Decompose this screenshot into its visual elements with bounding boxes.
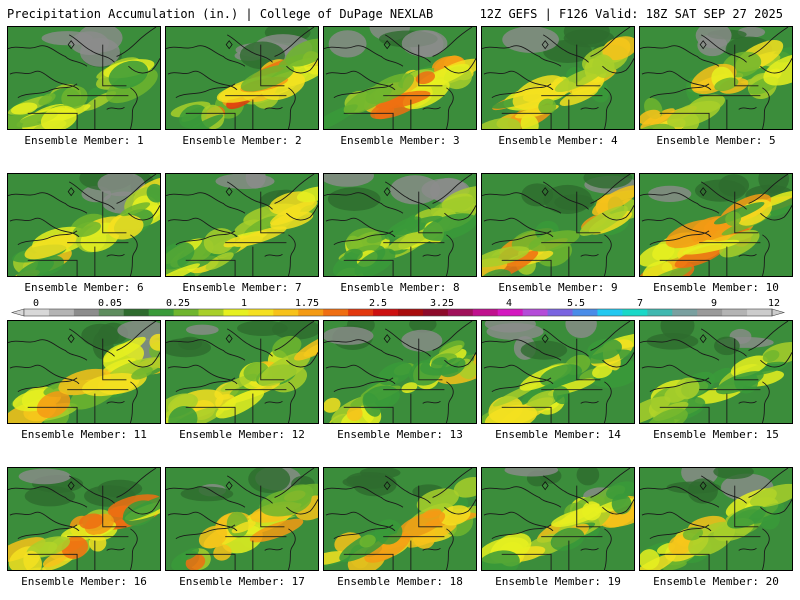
ensemble-member-map bbox=[165, 26, 319, 130]
colorbar-tick-label: 4 bbox=[506, 298, 512, 309]
colorbar-min-arrow bbox=[10, 308, 25, 317]
colorbar-swatch bbox=[522, 309, 548, 316]
ensemble-member-map bbox=[323, 467, 477, 571]
colorbar-tick-label: 1.75 bbox=[295, 298, 319, 309]
ensemble-member-map bbox=[165, 320, 319, 424]
colorbar-swatch bbox=[24, 309, 50, 316]
colorbar-swatch bbox=[722, 309, 748, 316]
colorbar-swatch bbox=[597, 309, 623, 316]
colorbar-swatch bbox=[398, 309, 424, 316]
ensemble-member-map bbox=[481, 467, 635, 571]
ensemble-member-label: Ensemble Member: 19 bbox=[495, 575, 621, 588]
colorbar-swatch bbox=[373, 309, 399, 316]
colorbar-tick-label: 2.5 bbox=[369, 298, 387, 309]
ensemble-member-map bbox=[7, 467, 161, 571]
ensemble-member-map bbox=[481, 26, 635, 130]
colorbar-swatch bbox=[472, 309, 499, 316]
ensemble-member-label: Ensemble Member: 9 bbox=[498, 281, 618, 294]
ensemble-member-label: Ensemble Member: 14 bbox=[495, 428, 621, 441]
colorbar-tick-label: 5.5 bbox=[567, 298, 585, 309]
colorbar-swatch bbox=[273, 309, 299, 316]
ensemble-member-map bbox=[323, 26, 477, 130]
ensemble-member-map bbox=[7, 26, 161, 130]
ensemble-member-map bbox=[323, 320, 477, 424]
colorbar-swatch bbox=[323, 309, 349, 316]
ensemble-member-map bbox=[7, 173, 161, 277]
ensemble-member-map bbox=[481, 173, 635, 277]
ensemble-member-map bbox=[639, 173, 793, 277]
ensemble-member-map bbox=[481, 320, 635, 424]
precip-colorbar: 0 0.05 0.25 1 1.75 2.5 3.25 4 5.5 7 9 12 bbox=[10, 297, 786, 321]
colorbar-swatch bbox=[98, 309, 125, 316]
ensemble-member-label: Ensemble Member: 20 bbox=[653, 575, 779, 588]
ensemble-member-label: Ensemble Member: 2 bbox=[182, 134, 302, 147]
ensemble-member-label: Ensemble Member: 7 bbox=[182, 281, 302, 294]
colorbar-swatch bbox=[447, 309, 474, 316]
colorbar-swatch bbox=[148, 309, 174, 316]
ensemble-member-label: Ensemble Member: 16 bbox=[21, 575, 147, 588]
ensemble-member-label: Ensemble Member: 17 bbox=[179, 575, 305, 588]
colorbar-swatch bbox=[348, 309, 374, 316]
colorbar-swatch bbox=[747, 309, 773, 316]
ensemble-member-label: Ensemble Member: 3 bbox=[340, 134, 460, 147]
ensemble-member-map bbox=[639, 26, 793, 130]
colorbar-max-arrow bbox=[771, 308, 786, 317]
colorbar-swatch bbox=[248, 309, 274, 316]
ensemble-member-map bbox=[7, 320, 161, 424]
colorbar-swatch bbox=[422, 309, 449, 316]
colorbar-swatch bbox=[73, 309, 100, 316]
model-valid-time: 12Z GEFS | F126 Valid: 18Z SAT SEP 27 20… bbox=[479, 7, 783, 21]
colorbar-swatch bbox=[547, 309, 573, 316]
colorbar-tick-label: 7 bbox=[637, 298, 643, 309]
colorbar-swatch bbox=[123, 309, 150, 316]
colorbar-tick-label: 12 bbox=[768, 298, 780, 309]
ensemble-member-label: Ensemble Member: 11 bbox=[21, 428, 147, 441]
ensemble-member-map bbox=[165, 467, 319, 571]
ensemble-member-label: Ensemble Member: 13 bbox=[337, 428, 463, 441]
ensemble-member-label: Ensemble Member: 1 bbox=[24, 134, 144, 147]
colorbar-swatch bbox=[198, 309, 224, 316]
ensemble-member-label: Ensemble Member: 15 bbox=[653, 428, 779, 441]
ensemble-member-map bbox=[165, 173, 319, 277]
ensemble-member-label: Ensemble Member: 18 bbox=[337, 575, 463, 588]
ensemble-member-label: Ensemble Member: 12 bbox=[179, 428, 305, 441]
colorbar-tick-label: 9 bbox=[711, 298, 717, 309]
colorbar-tick-label: 3.25 bbox=[430, 298, 454, 309]
ensemble-member-label: Ensemble Member: 4 bbox=[498, 134, 618, 147]
colorbar-swatch bbox=[223, 309, 249, 316]
ensemble-member-label: Ensemble Member: 10 bbox=[653, 281, 779, 294]
colorbar-swatch bbox=[298, 309, 324, 316]
ensemble-member-label: Ensemble Member: 5 bbox=[656, 134, 776, 147]
ensemble-member-map bbox=[323, 173, 477, 277]
map-title: Precipitation Accumulation (in.) | Colle… bbox=[7, 7, 434, 21]
ensemble-member-map bbox=[639, 467, 793, 571]
colorbar-swatch bbox=[622, 309, 648, 316]
ensemble-member-map bbox=[639, 320, 793, 424]
colorbar-tick-label: 0 bbox=[33, 298, 39, 309]
colorbar-tick-label: 0.05 bbox=[98, 298, 122, 309]
colorbar-swatch bbox=[697, 309, 723, 316]
ensemble-member-label: Ensemble Member: 6 bbox=[24, 281, 144, 294]
colorbar-swatch bbox=[173, 309, 199, 316]
ensemble-member-label: Ensemble Member: 8 bbox=[340, 281, 460, 294]
colorbar-swatch bbox=[48, 309, 75, 316]
colorbar-tick-label: 0.25 bbox=[166, 298, 190, 309]
colorbar-tick-label: 1 bbox=[241, 298, 247, 309]
colorbar-swatch bbox=[572, 309, 598, 316]
colorbar-swatch bbox=[672, 309, 698, 316]
colorbar-swatch bbox=[647, 309, 673, 316]
colorbar-swatch bbox=[497, 309, 524, 316]
